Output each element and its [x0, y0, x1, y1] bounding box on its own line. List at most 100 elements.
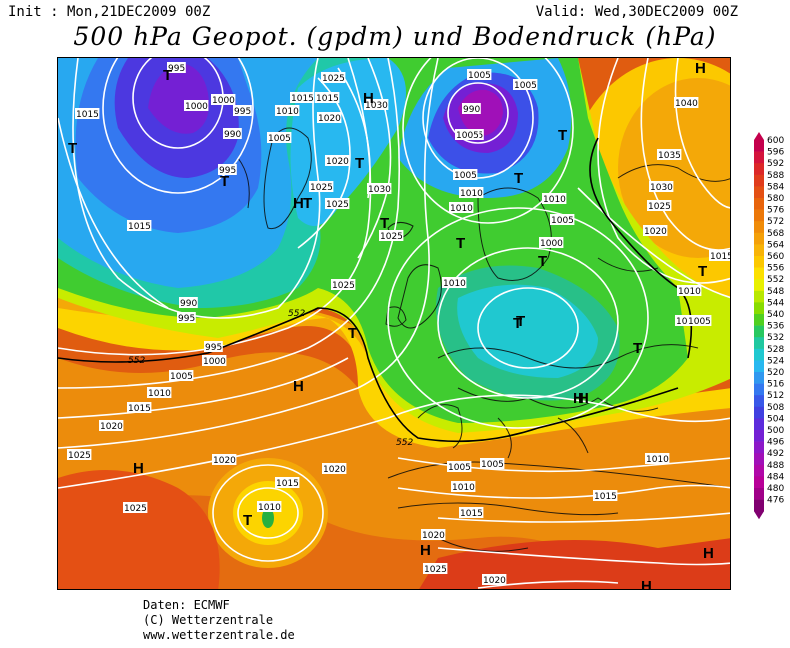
high-pressure-center: H	[133, 460, 144, 477]
legend-label: 584	[767, 182, 784, 192]
isobar-label-bg	[550, 214, 575, 225]
legend-label: 576	[767, 206, 784, 216]
isobar-label: 1000	[185, 102, 208, 112]
isobar-label: 1000	[540, 239, 563, 249]
low-pressure-center: T	[163, 67, 172, 84]
isobar-label: 1025	[380, 232, 403, 242]
legend-label: 508	[767, 403, 784, 413]
isobar-label: 995	[168, 64, 185, 74]
chart-title: 500 hPa Geopot. (gpdm) und Bodendruck (h…	[73, 22, 717, 51]
low-pressure-center: T	[380, 215, 389, 232]
isobar-label-bg	[75, 108, 100, 119]
isobar-label: 1005	[456, 131, 479, 141]
isobar-label: 990	[224, 130, 241, 140]
legend-label: 512	[767, 391, 784, 401]
isobar-label: 1005	[454, 171, 477, 181]
legend-swatch	[754, 314, 764, 326]
high-pressure-center: H	[363, 90, 374, 107]
low-pressure-center: T	[513, 315, 522, 332]
isobar-label: 1000	[212, 96, 235, 106]
isobar-label: 1015	[291, 94, 314, 104]
legend-swatch	[754, 406, 764, 419]
isobar-label: 1025	[124, 504, 147, 514]
legend-label: 588	[767, 171, 784, 181]
isobar-label: 1015	[76, 110, 99, 120]
isobar-label-bg	[309, 181, 334, 192]
isobar-label-bg	[451, 481, 476, 492]
legend-label: 524	[767, 356, 784, 366]
valid-time: Valid: Wed,30DEC2009 00Z	[535, 4, 738, 20]
isobar-label: 990	[180, 299, 197, 309]
legend-swatch	[754, 441, 764, 454]
legend-swatch	[754, 174, 764, 187]
legend-label: 596	[767, 148, 784, 158]
isobar-label-bg	[677, 285, 702, 296]
isobar-label: 1025	[332, 281, 355, 291]
isobar-label-bg	[167, 62, 186, 73]
isobar-label-bg	[649, 181, 674, 192]
isobar-label: 1005	[551, 216, 574, 226]
isobar-label-bg	[447, 461, 472, 472]
isobar-label-bg	[257, 501, 282, 512]
high-pressure-center: H	[293, 378, 304, 395]
isobar-label: 1005	[688, 317, 711, 327]
isobar-label: 1010	[460, 189, 483, 199]
isobar-label-bg	[204, 341, 223, 352]
legend-arrow-bottom	[754, 511, 764, 520]
isobar-label-bg	[147, 387, 172, 398]
isobar-label: 1020	[422, 531, 445, 541]
legend-swatch	[754, 198, 764, 210]
isobar-label-bg	[593, 490, 618, 501]
isobar-label: 1030	[365, 101, 388, 111]
legend-swatch	[754, 151, 764, 164]
isobar-label-bg	[687, 315, 712, 326]
isobar-label: 1030	[650, 183, 673, 193]
legend-swatch	[754, 476, 764, 489]
isobar-label: 1010	[148, 389, 171, 399]
legend-label: 548	[767, 287, 784, 297]
isobar-label-bg	[317, 112, 342, 123]
isobar-label-bg	[421, 529, 446, 540]
credit-website: www.wetterzentrale.de	[143, 628, 295, 642]
color-legend: 600 596 592 588 584 580 576 572 568 564 560 556 552 5…	[754, 132, 790, 522]
legend-swatch	[754, 290, 764, 303]
isobar-label-bg	[643, 225, 668, 236]
isobar-label-bg	[325, 155, 350, 166]
legend-swatch	[754, 232, 764, 245]
legend-label: 572	[767, 217, 784, 227]
isobar-label-bg	[169, 370, 194, 381]
legend-swatch	[754, 221, 764, 234]
isobar-label: 990	[463, 105, 480, 115]
isobar-label-bg	[275, 105, 300, 116]
legend-swatch	[754, 163, 764, 176]
low-pressure-center: T	[514, 170, 523, 187]
isobar-label-bg	[315, 92, 340, 103]
isobar-label: 1005	[448, 463, 471, 473]
low-pressure-center: T	[243, 512, 252, 529]
isobar-label-bg	[459, 507, 484, 518]
legend-label: 528	[767, 345, 784, 355]
legend-swatch	[754, 360, 764, 373]
isobar-label-bg	[453, 169, 478, 180]
legend-label: 552	[767, 275, 784, 285]
legend-label: 544	[767, 298, 784, 308]
geopotential-label: 552	[128, 356, 145, 366]
low-pressure-center: T	[516, 313, 525, 330]
isobar-label-bg	[290, 92, 315, 103]
geopotential-label: 552	[396, 438, 413, 448]
legend-label: 580	[767, 194, 784, 204]
low-pressure-center: T	[348, 325, 357, 342]
low-pressure-center: T	[633, 340, 642, 357]
legend-swatch	[754, 337, 764, 350]
low-pressure-center: T	[538, 253, 547, 270]
high-pressure-center: H	[641, 578, 652, 590]
legend-label: 488	[767, 461, 784, 471]
low-pressure-center: T	[220, 173, 229, 190]
isobar-label: 1020	[100, 422, 123, 432]
legend-swatch	[754, 140, 764, 152]
isobar-label: 995	[205, 343, 222, 353]
isobar-label-bg	[542, 193, 567, 204]
isobar-label: 1015	[316, 94, 339, 104]
legend-label: 516	[767, 380, 784, 390]
isobar-label: 1035	[658, 151, 681, 161]
